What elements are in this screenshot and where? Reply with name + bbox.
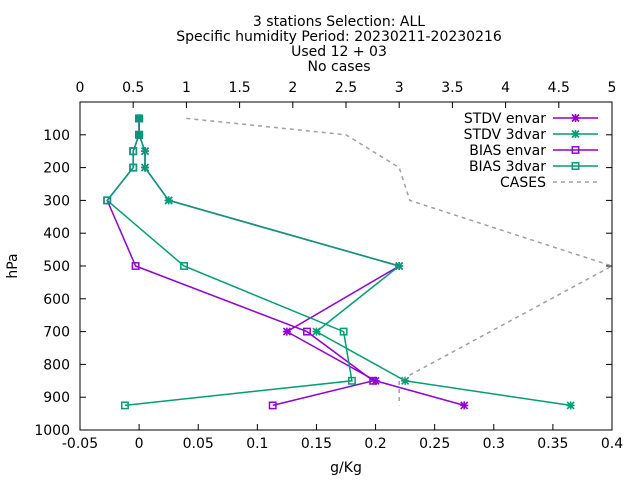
- title-line-4: No cases: [308, 59, 371, 75]
- data-point: [347, 376, 356, 385]
- x2-tick-label: 3: [395, 80, 404, 96]
- x2-tick-label: 0.5: [122, 80, 144, 96]
- y-tick-label: 600: [43, 292, 70, 308]
- x2-tick-label: 3.5: [441, 80, 463, 96]
- x2-tick-label: 2: [288, 80, 297, 96]
- legend-marker: [571, 162, 580, 170]
- x-tick-label: 0.05: [183, 436, 214, 452]
- y-tick-label: 200: [43, 161, 70, 177]
- y-tick-label: 800: [43, 357, 70, 373]
- y-tick-label: 700: [43, 325, 70, 341]
- title-line-2: Specific humidity Period: 20230211-20230…: [176, 29, 502, 45]
- y-tick-label: 300: [43, 193, 70, 209]
- data-point: [395, 261, 404, 271]
- title-line-1: 3 stations Selection: ALL: [253, 14, 425, 30]
- data-point: [120, 401, 129, 410]
- x-axis-label: g/Kg: [330, 460, 362, 476]
- legend-item: STDV 3dvar: [464, 127, 598, 143]
- x-tick-label: -0.05: [62, 436, 98, 452]
- data-point: [140, 163, 150, 172]
- plot-frame: [79, 101, 613, 431]
- data-point: [369, 376, 378, 385]
- data-point: [371, 376, 380, 385]
- data-point: [401, 376, 410, 385]
- y-tick-label: 400: [43, 226, 70, 242]
- series-line: [106, 118, 375, 407]
- title-line-3: Used 12 + 03: [291, 44, 387, 60]
- x-tick-label: 0.3: [483, 436, 505, 452]
- x-tick-label: 0.1: [246, 436, 268, 452]
- chart-title: 3 stations Selection: ALL Specific humid…: [176, 14, 502, 75]
- x2-tick-label: 1.5: [228, 80, 250, 96]
- y-tick-label: 1000: [34, 423, 70, 439]
- x-tick-label: 0.15: [301, 436, 332, 452]
- x-tick-label: 0.4: [601, 436, 623, 452]
- data-point: [460, 401, 469, 410]
- x-tick-label: 0.35: [537, 436, 568, 452]
- legend-item: BIAS envar: [469, 143, 598, 159]
- data-point: [566, 401, 575, 410]
- data-point: [303, 327, 311, 336]
- ticks: [79, 102, 613, 431]
- y-tick-label: 100: [43, 128, 70, 144]
- legend-item: BIAS 3dvar: [469, 159, 598, 175]
- legend-marker: [571, 113, 580, 123]
- data-point: [131, 262, 140, 270]
- legend-marker: [571, 129, 580, 139]
- data-point: [135, 130, 144, 139]
- data-point: [268, 401, 277, 410]
- legend-label: STDV envar: [464, 111, 546, 127]
- y-axis-label: hPa: [5, 253, 21, 278]
- x2-tick-label: 2.5: [335, 80, 357, 96]
- data-point: [129, 147, 138, 156]
- data-point: [164, 196, 173, 205]
- legend-label: STDV 3dvar: [464, 127, 547, 143]
- data-point: [103, 196, 112, 205]
- legend-label: BIAS envar: [469, 143, 546, 159]
- data-point: [282, 327, 291, 336]
- series-bias-3dvar: [103, 114, 356, 410]
- legend-label: BIAS 3dvar: [469, 159, 546, 175]
- x2-tick-label: 0: [76, 80, 85, 96]
- y-tick-labels: 100 200 300 400 500 600 700 800 900 1000: [34, 128, 70, 439]
- legend-marker: [571, 146, 580, 154]
- x2-tick-label: 5: [608, 80, 617, 96]
- y-tick-label: 900: [43, 390, 70, 406]
- series-line: [186, 117, 614, 406]
- x-tick-label: 0.25: [419, 436, 450, 452]
- data-point: [129, 163, 138, 172]
- data-point: [312, 327, 321, 336]
- x-tick-label: 0: [135, 436, 144, 452]
- x2-tick-label: 4: [501, 80, 510, 96]
- data-point: [180, 262, 188, 270]
- x2-tick-label: 4.5: [548, 80, 570, 96]
- series-stdv-envar: [135, 114, 469, 410]
- series-line: [138, 118, 465, 407]
- series-line: [106, 118, 353, 407]
- legend-label: CASES: [500, 175, 546, 191]
- series-cases: [186, 117, 614, 406]
- legend-item: STDV envar: [464, 111, 598, 127]
- data-point: [339, 327, 348, 336]
- series-lines: [103, 114, 614, 410]
- x-tick-labels: -0.05 0 0.05 0.1 0.15 0.2 0.25 0.3 0.35 0.4: [62, 436, 623, 452]
- y-tick-label: 500: [43, 259, 70, 275]
- legend-item: CASES: [500, 175, 598, 191]
- data-point: [135, 114, 144, 123]
- x2-tick-labels: 0 0.5 1 1.5 2 2.5 3 3.5 4 4.5 5: [76, 80, 617, 96]
- data-point: [140, 147, 150, 156]
- x-tick-label: 0.2: [364, 436, 386, 452]
- x2-tick-label: 1: [182, 80, 191, 96]
